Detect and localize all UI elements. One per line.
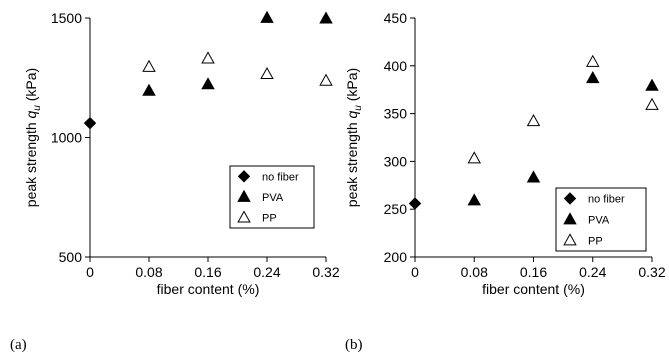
x-tick-label: 0.32 [312,264,339,280]
panel-label: (a) [10,337,27,353]
chart-panel-a: 500 1000 1500 0 0.08 0.16 0.24 0.32 fiber conten… [10,10,340,353]
y-tick-label: 400 [384,58,408,74]
data-point [201,77,215,90]
x-tick-label: 0.24 [579,264,606,280]
y-tick-label: 200 [384,249,408,265]
legend-marker [563,233,577,246]
x-axis-label: fiber content (%) [157,281,260,297]
y-tick-label: 250 [384,201,408,217]
legend-marker [563,192,577,205]
data-point [526,170,541,183]
data-point [526,114,541,127]
legend-entry-label: no fiber [262,171,299,183]
data-point [467,151,481,164]
chart-panel-b: 200 250 300 350 400 450 0 0.08 0.16 0.24 0.32 fiber… [344,10,666,353]
legend-marker [237,170,251,183]
legend-entry-label: PP [588,236,603,248]
x-axis-label: fiber content (%) [482,281,585,297]
legend-entry-label: PP [262,213,277,225]
y-tick-label: 500 [59,249,83,265]
data-point [142,83,156,96]
y-axis-label: peak strength qu (kPa) [23,68,43,207]
data-point [142,59,156,72]
x-tick-label: 0.08 [461,264,488,280]
y-tick-label: 350 [384,106,408,122]
data-point [467,193,481,206]
x-tick-label: 0 [86,264,94,280]
data-point [260,66,274,80]
data-point [645,97,659,110]
legend-entry-label: no fiber [588,194,625,206]
legend-entry-label: PVA [588,215,610,227]
data-point [408,197,422,210]
y-tick-label: 450 [384,10,408,26]
x-tick-label: 0.16 [520,264,547,280]
data-point [83,116,97,130]
data-point [586,71,600,84]
y-axis-label: peak strength qu (kPa) [344,68,364,207]
y-tick-label: 1000 [51,130,82,146]
x-tick-label: 0.16 [194,264,221,280]
x-tick-label: 0 [411,264,419,280]
legend: no fiber PVA PP [229,165,315,229]
y-tick-label: 300 [384,153,408,169]
data-point [201,51,215,64]
data-point [260,10,274,23]
legend: no fiber PVA PP [555,187,647,252]
data-point [586,54,600,67]
data-point [645,78,659,91]
legend-marker [237,189,251,202]
legend-marker [237,210,251,223]
x-tick-label: 0.24 [253,264,280,280]
data-point [319,73,333,86]
panel-label: (b) [345,337,363,353]
data-point [319,11,333,24]
legend-entry-label: PVA [262,192,284,204]
legend-marker [563,212,577,225]
x-tick-label: 0.08 [135,264,162,280]
y-tick-label: 1500 [51,10,82,26]
x-tick-label: 0.32 [638,264,665,280]
